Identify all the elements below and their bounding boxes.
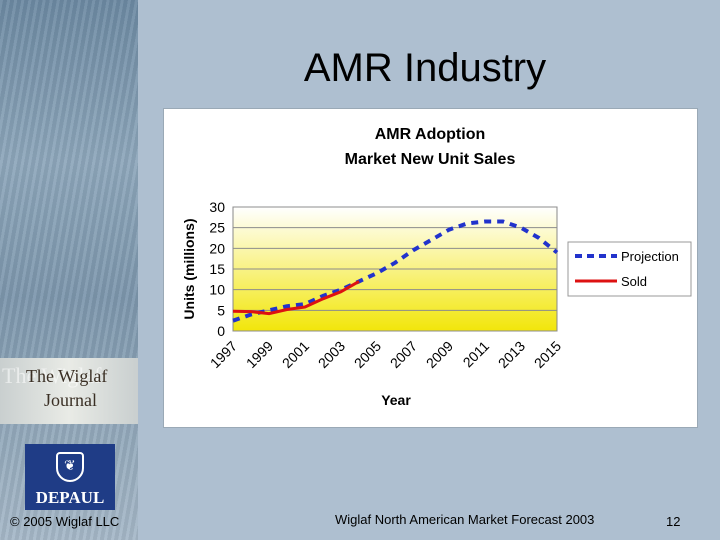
x-tick-label: 2007 — [387, 338, 420, 371]
x-tick-label: 2015 — [531, 338, 564, 371]
series-lines — [232, 219, 559, 323]
chart-panel: AMR Adoption Market New Unit Sales 0 5 10 1… — [163, 108, 698, 428]
x-axis-label: Year — [381, 392, 411, 408]
y-tick-label: 0 — [217, 323, 225, 339]
page-number: 12 — [666, 514, 681, 529]
chart-title: AMR Adoption — [375, 126, 485, 143]
y-tick-label: 20 — [209, 240, 225, 256]
journal-logo-watermark: The Wiglaf — [2, 363, 102, 388]
grid-lines — [233, 206, 557, 332]
depaul-logo: ❦ DEPAUL — [25, 444, 115, 510]
y-tick-label: 25 — [209, 220, 225, 236]
x-tick-label: 2001 — [279, 338, 312, 371]
depaul-wordmark: DEPAUL — [35, 488, 105, 507]
chart: AMR Adoption Market New Unit Sales 0 5 10 1… — [181, 126, 692, 408]
legend-label-projection: Projection — [621, 249, 679, 264]
footer-source: Wiglaf North American Market Forecast 20… — [335, 512, 595, 527]
x-tick-label: 2009 — [423, 338, 456, 371]
y-tick-label: 30 — [209, 199, 225, 215]
y-axis-label: Units (millions) — [181, 218, 197, 319]
footer-copyright: © 2005 Wiglaf LLC — [10, 514, 120, 529]
series-line-projection — [232, 219, 559, 323]
y-tick-label: 10 — [209, 282, 225, 298]
y-tick-labels: 0 5 10 15 20 25 30 — [209, 199, 225, 339]
journal-logo-line2: Journal — [44, 390, 97, 410]
wiglaf-journal-logo: The Wiglaf The Wiglaf Journal — [0, 358, 138, 424]
slide-title: AMR Industry — [303, 46, 547, 90]
y-tick-label: 15 — [209, 261, 225, 277]
journal-logo-line1: The Wiglaf — [26, 366, 108, 386]
x-tick-label: 2011 — [460, 338, 493, 371]
series-line-sold — [232, 280, 360, 316]
y-tick-label: 5 — [217, 302, 225, 318]
legend: Projection Sold — [567, 241, 692, 297]
x-tick-labels: 1997 1999 2001 2003 2005 2007 2009 2011 2013 2015 — [207, 338, 564, 371]
x-tick-label: 2013 — [495, 338, 528, 371]
x-tick-label: 1997 — [207, 338, 240, 371]
x-tick-label: 2005 — [351, 338, 384, 371]
chart-subtitle: Market New Unit Sales — [345, 151, 516, 168]
legend-label-sold: Sold — [621, 274, 647, 289]
legend-box — [567, 241, 692, 297]
crest-icon: ❦ — [56, 452, 84, 482]
x-tick-label: 2003 — [315, 338, 348, 371]
x-tick-label: 1999 — [243, 338, 276, 371]
sidebar-background — [0, 0, 138, 540]
